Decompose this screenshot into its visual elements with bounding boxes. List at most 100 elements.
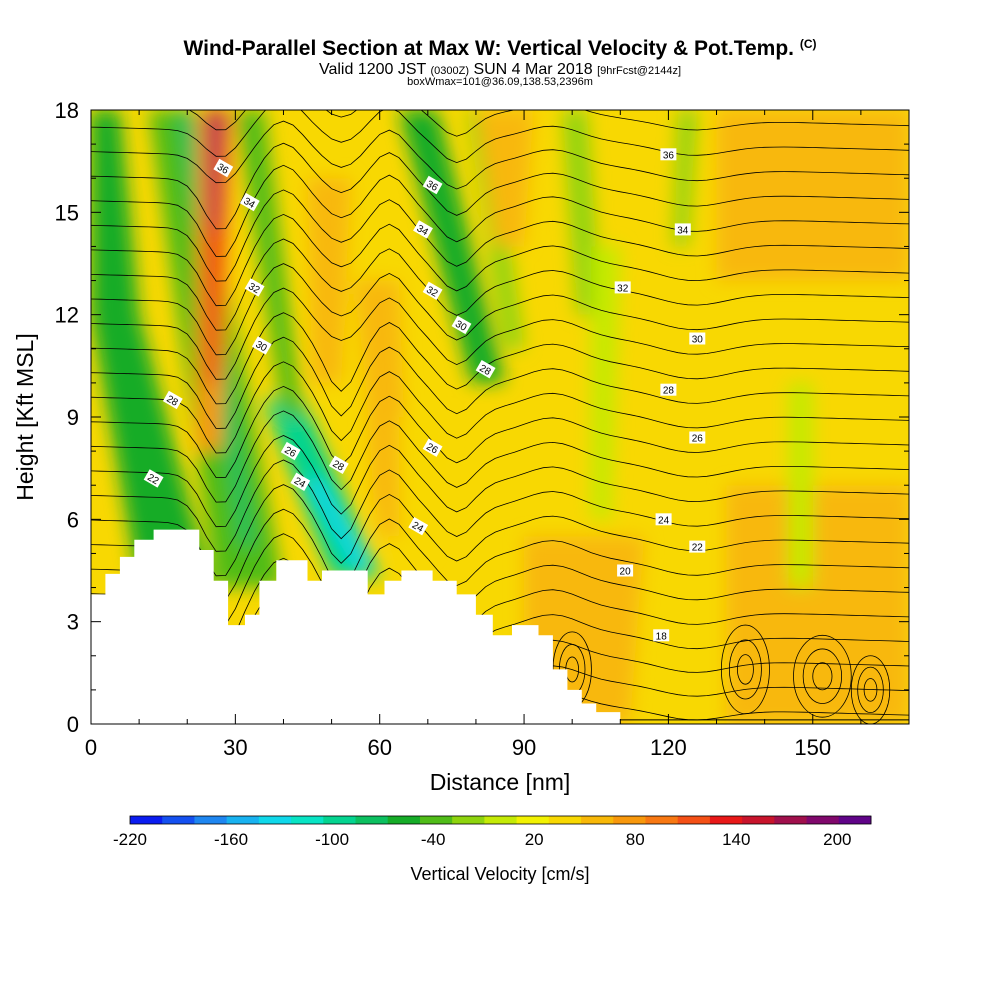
contour-label: 18: [653, 629, 670, 642]
y-tick-label: 6: [67, 507, 79, 532]
contour-label-text: 32: [246, 281, 262, 296]
contour-label: 32: [244, 278, 265, 297]
valid-date: SUN 4 Mar 2018: [473, 61, 593, 78]
contour-label-text: 26: [282, 445, 298, 460]
colorbar-swatch: [419, 816, 453, 824]
theta-contour-line: [91, 361, 909, 454]
theta-closed-contour: [793, 634, 852, 718]
y-tick-label: 12: [55, 303, 79, 328]
colorbar-swatch: [613, 816, 646, 824]
contour-label: 30: [251, 336, 272, 355]
theta-closed-contour: [857, 666, 884, 714]
x-tick-label: 60: [367, 735, 391, 760]
w-band-10: [673, 110, 698, 247]
contour-label-text: 36: [215, 162, 231, 177]
w-band-23: [788, 382, 813, 588]
colorbar-swatch: [355, 816, 389, 824]
y-tick-label: 15: [55, 200, 79, 225]
contour-label-text: 32: [617, 283, 629, 294]
contour-label-bg: [328, 455, 349, 474]
valid-time: Valid 1200 JST: [318, 61, 427, 78]
contour-label-bg: [162, 390, 183, 410]
contour-label-text: 28: [663, 386, 675, 397]
contour-label-text: 30: [453, 319, 469, 334]
colorbar-tick-label: 200: [823, 830, 851, 849]
colorbar-swatch: [516, 816, 550, 824]
contour-label-bg: [213, 158, 234, 178]
colorbar-swatch: [838, 816, 872, 824]
w-band-22: [591, 246, 621, 520]
contour-label-bg: [660, 383, 677, 396]
colorbar-tick-label: -160: [214, 830, 248, 849]
w-band-1: [91, 110, 140, 315]
contour-label-bg: [239, 192, 260, 212]
contour-label-text: 34: [415, 223, 431, 238]
colorbar-swatch: [291, 816, 324, 824]
colorbar-swatch: [484, 816, 518, 824]
contour-label-text: 20: [620, 567, 632, 578]
contour-label: 30: [689, 332, 706, 346]
theta-contour-line: [91, 336, 909, 429]
colorbar-swatch: [677, 816, 711, 824]
contour-label: 30: [451, 315, 472, 335]
contour-label: 22: [689, 540, 706, 554]
contour-label-bg: [674, 223, 691, 236]
contour-label-text: 24: [410, 520, 426, 535]
title-main: Wind-Parallel Section at Max W: Vertical…: [183, 37, 794, 60]
contour-labels: 36 34 32 30 28 26 24 22 28 36 34 32 30 28 26 24 36 34 32 30…: [143, 148, 706, 642]
y-axis-label: Height [Kft MSL]: [12, 333, 38, 500]
contour-label: 28: [162, 390, 183, 410]
colorbar-swatch: [258, 816, 292, 824]
contour-label-text: 36: [424, 179, 440, 194]
theta-closed-contour: [720, 624, 770, 715]
contour-label-bg: [143, 469, 164, 488]
colorbar-swatch: [774, 816, 807, 824]
x-tick-label: 150: [794, 735, 831, 760]
contour-label-bg: [413, 220, 433, 239]
contour-label-bg: [244, 278, 265, 297]
contour-label-bg: [689, 431, 706, 444]
contour-label-text: 22: [145, 472, 161, 487]
theta-closed-contour: [863, 678, 878, 702]
theta-closed-contour: [736, 654, 754, 685]
colorbar-frame: [129, 815, 872, 825]
theta-contour-line: [91, 164, 909, 257]
theta-closed-contour: [812, 662, 833, 691]
colorbar-tick-label: 80: [626, 830, 645, 849]
contour-label-text: 28: [330, 459, 346, 474]
contour-label-bg: [655, 513, 672, 526]
contour-label: 36: [213, 158, 234, 178]
colorbar-swatch: [194, 816, 228, 824]
contour-label-text: 24: [292, 476, 308, 491]
contour-label-text: 18: [656, 631, 668, 642]
contour-label-bg: [290, 472, 311, 491]
colorbar-tick-label: 20: [525, 830, 544, 849]
colorbar-swatch: [130, 816, 163, 824]
contour-label-bg: [689, 332, 706, 345]
colorbar-label: Vertical Velocity [cm/s]: [410, 864, 589, 884]
contour-label: 24: [655, 513, 672, 526]
contour-label-text: 22: [692, 543, 704, 554]
colorbar-swatch: [742, 816, 775, 824]
colorbar-swatch: [452, 816, 485, 824]
colorbar-tick-label: -40: [421, 830, 446, 849]
contour-label-text: 34: [677, 225, 689, 236]
contour-label: 34: [674, 223, 691, 236]
contour-label-text: 26: [692, 434, 704, 445]
x-tick-label: 0: [85, 735, 97, 760]
theta-contour-line: [91, 110, 909, 164]
x-tick-label: 90: [512, 735, 536, 760]
w-band-19: [716, 110, 909, 281]
theta-contour-line: [91, 142, 909, 230]
contour-label-bg: [251, 336, 272, 355]
colorbar-tick-label: 140: [722, 830, 750, 849]
contour-label-text: 28: [164, 394, 180, 409]
colorbar-swatch: [581, 816, 614, 824]
contour-label-bg: [422, 438, 443, 457]
contour-label-bg: [660, 148, 677, 161]
y-tick-label: 3: [67, 610, 79, 635]
contour-label: 28: [328, 455, 349, 474]
contour-label: 26: [422, 438, 443, 457]
y-tick-label: 18: [55, 98, 79, 123]
